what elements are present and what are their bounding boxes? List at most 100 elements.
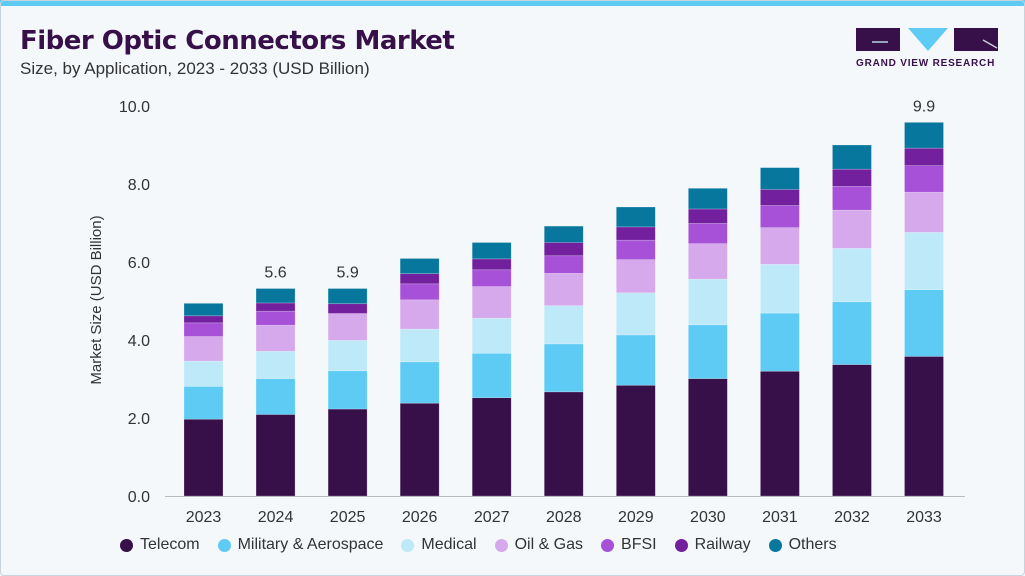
bar-segment-oil-gas-2024: [255, 324, 296, 352]
bar-segment-telecom-2029: [615, 384, 656, 497]
x-tick-label: 2032: [834, 509, 870, 526]
bar-segment-bfsi-2032: [832, 186, 872, 211]
x-tick-label: 2031: [762, 509, 798, 526]
y-tick-label: 6.0: [128, 255, 150, 272]
legend-dot-icon: [401, 538, 415, 552]
legend-item-others: Others: [768, 536, 837, 554]
x-tick-label: 2028: [546, 509, 582, 526]
bar-segment-oil-gas-2023: [183, 336, 224, 362]
bar-segment-medical-2029: [615, 292, 656, 336]
bar-segment-others-2032: [832, 144, 872, 170]
bar-segment-military-aerospace-2023: [183, 386, 224, 420]
data-label: 5.6: [264, 265, 286, 282]
x-tick-label: 2025: [330, 509, 366, 526]
bar-segment-telecom-2028: [543, 391, 584, 497]
x-tick-label: 2033: [906, 509, 942, 526]
bar-segment-medical-2025: [327, 340, 368, 372]
legend-dot-icon: [768, 538, 782, 552]
bar-segment-telecom-2027: [471, 397, 512, 497]
bar-segment-oil-gas-2031: [760, 227, 800, 265]
y-tick-label: 4.0: [128, 333, 150, 350]
bar-segment-oil-gas-2029: [615, 259, 656, 294]
chart-title: Fiber Optic Connectors Market: [20, 26, 455, 56]
bar-segment-others-2023: [183, 303, 224, 317]
bar-segment-bfsi-2031: [760, 205, 800, 228]
bar-segment-medical-2030: [688, 278, 728, 326]
bar-segment-medical-2032: [832, 248, 872, 303]
bar-segment-railway-2028: [543, 242, 584, 257]
x-tick-label: 2027: [474, 509, 510, 526]
bar-segment-telecom-2026: [399, 402, 440, 497]
bar-segment-others-2025: [327, 288, 368, 305]
bar-segment-military-aerospace-2032: [832, 301, 872, 365]
bar-segment-telecom-2024: [255, 414, 296, 497]
bar-segment-military-aerospace-2033: [904, 289, 944, 357]
bar-segment-oil-gas-2027: [471, 286, 512, 319]
y-tick-label: 10.0: [119, 99, 150, 116]
legend-item-bfsi: BFSI: [601, 536, 657, 554]
legend-item-oil-gas: Oil & Gas: [494, 536, 584, 554]
bar-segment-others-2030: [688, 187, 728, 210]
legend-label: Oil & Gas: [514, 536, 584, 553]
y-tick-label: 2.0: [128, 411, 150, 428]
bar-segment-military-aerospace-2024: [255, 378, 296, 415]
bar-segment-railway-2029: [615, 226, 656, 241]
x-tick-label: 2023: [186, 509, 222, 526]
bar-segment-railway-2025: [327, 303, 368, 314]
bar-segment-oil-gas-2026: [399, 299, 440, 330]
chart-subtitle: Size, by Application, 2023 - 2033 (USD B…: [20, 59, 370, 78]
bar-segment-military-aerospace-2028: [543, 343, 584, 393]
x-tick-label: 2026: [402, 509, 438, 526]
bar-segment-others-2027: [471, 242, 512, 260]
bar-segment-bfsi-2026: [399, 283, 440, 301]
y-axis-label: Market Size (USD Billion): [88, 215, 105, 384]
logo-text: GRAND VIEW RESEARCH: [856, 58, 996, 69]
bar-segment-oil-gas-2030: [688, 243, 728, 280]
bar-segment-bfsi-2030: [688, 223, 728, 244]
bar-segment-medical-2024: [255, 351, 296, 379]
bar-segment-military-aerospace-2031: [760, 312, 800, 372]
bar-segment-oil-gas-2032: [832, 209, 872, 249]
bar-segment-railway-2030: [688, 208, 728, 224]
data-label: 9.9: [913, 98, 935, 115]
bar-segment-railway-2023: [183, 315, 224, 324]
y-tick-label: 0.0: [128, 489, 150, 506]
bar-segment-oil-gas-2025: [327, 313, 368, 341]
bar-segment-medical-2033: [904, 232, 944, 290]
bar-segment-telecom-2033: [904, 356, 944, 497]
bar-segment-oil-gas-2028: [543, 273, 584, 306]
bar-segment-military-aerospace-2027: [471, 352, 512, 399]
bar-segment-railway-2027: [471, 258, 512, 271]
legend-dot-icon: [217, 538, 231, 552]
y-tick-label: 8.0: [128, 177, 150, 194]
bar-segment-railway-2031: [760, 189, 800, 206]
bar-segment-others-2028: [543, 225, 584, 243]
bar-segment-bfsi-2027: [471, 269, 512, 287]
legend-label: Others: [788, 536, 837, 553]
bar-segment-telecom-2032: [832, 364, 872, 497]
bar-segment-telecom-2030: [688, 378, 728, 497]
bar-segment-railway-2026: [399, 273, 440, 285]
bar-segment-railway-2032: [832, 168, 872, 187]
bar-segment-military-aerospace-2025: [327, 370, 368, 410]
legend-label: Railway: [694, 536, 751, 553]
bar-segment-military-aerospace-2030: [688, 324, 728, 379]
bar-segment-telecom-2023: [183, 418, 224, 497]
bar-segment-others-2029: [615, 206, 656, 228]
data-label: 5.9: [336, 265, 358, 282]
legend-dot-icon: [674, 538, 688, 552]
legend-label: BFSI: [621, 536, 657, 553]
legend-item-medical: Medical: [401, 536, 477, 554]
legend-item-telecom: Telecom: [120, 536, 200, 554]
bar-segment-bfsi-2023: [183, 322, 224, 337]
x-tick-label: 2030: [690, 509, 726, 526]
legend-dot-icon: [601, 538, 615, 552]
bar-segment-telecom-2025: [327, 408, 368, 497]
legend-label: Military & Aerospace: [237, 536, 384, 553]
bar-segment-oil-gas-2033: [904, 191, 944, 233]
bar-segment-medical-2023: [183, 360, 224, 387]
bar-segment-bfsi-2024: [255, 310, 296, 326]
bar-segment-medical-2026: [399, 328, 440, 363]
bar-segment-others-2033: [904, 122, 944, 149]
legend-item-military-aerospace: Military & Aerospace: [217, 536, 384, 554]
